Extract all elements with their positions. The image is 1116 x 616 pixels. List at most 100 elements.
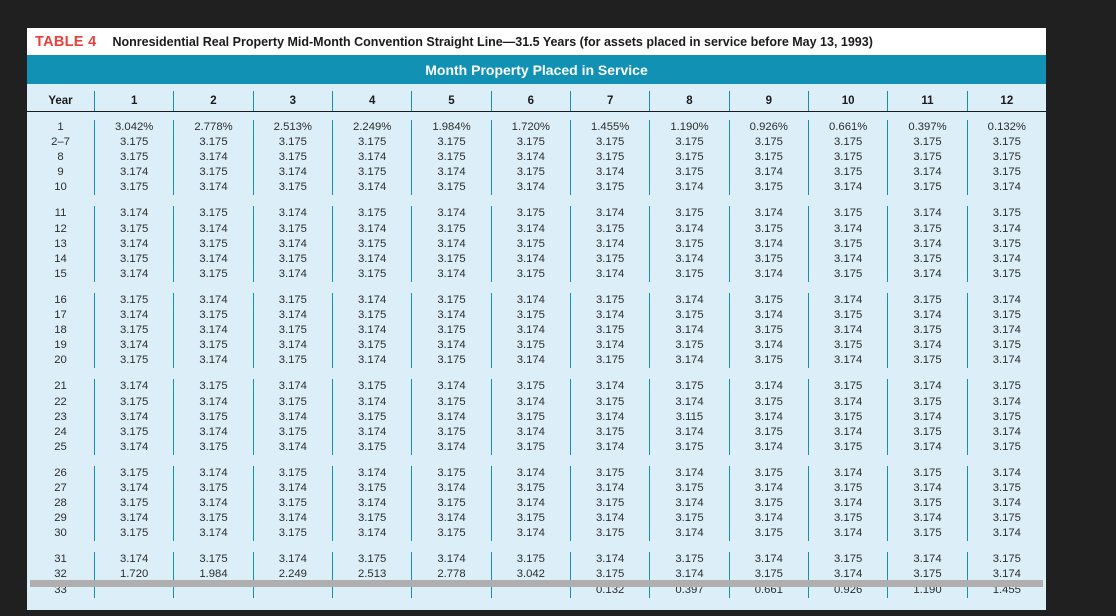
value-cell: 3.174 (728, 165, 808, 181)
value-cell: 3.175 (649, 552, 728, 568)
value-cell: 3.174 (411, 206, 490, 222)
value-cell: 3.174 (649, 424, 728, 440)
value-cell: 3.175 (490, 338, 570, 354)
value-cell: 3.175 (332, 236, 411, 252)
value-cell: 3.175 (728, 353, 808, 369)
value-cell: 3.174 (570, 165, 649, 181)
value-cell: 3.175 (411, 135, 490, 151)
value-cell: 3.175 (966, 379, 1046, 395)
value-cell: 3.174 (332, 251, 411, 267)
month-column-header: 4 (332, 91, 411, 111)
value-cell: 3.174 (173, 251, 252, 267)
value-cell: 3.175 (887, 292, 966, 309)
value-cell: 3.175 (332, 266, 411, 282)
row-group: 11 3.174 3.175 3.174 3.175 3.174 3.175 3.174 3.1… (27, 206, 1046, 282)
value-cell (94, 582, 173, 598)
value-cell: 3.174 (490, 150, 570, 166)
table-label: TABLE 4 (35, 33, 97, 50)
value-cell: 3.175 (966, 511, 1046, 527)
month-column-header: 3 (252, 91, 332, 111)
value-cell: 3.174 (94, 379, 173, 395)
row-group: 16 3.175 3.174 3.175 3.174 3.175 3.174 3.175 3.1… (27, 292, 1046, 369)
value-cell: 3.175 (94, 150, 173, 166)
month-column-header: 11 (887, 91, 966, 111)
year-cell: 26 (54, 466, 67, 479)
table-row: 28 3.175 3.174 3.175 3.174 3.175 3.174 3.175 3.1… (27, 496, 1046, 512)
value-cell: 3.175 (808, 206, 887, 222)
table-row: 16 3.175 3.174 3.175 3.174 3.175 3.174 3.175 3.1… (27, 292, 1046, 309)
value-cell: 3.174 (966, 323, 1046, 339)
value-cell: 3.175 (411, 180, 490, 196)
value-cell: 1.190% (649, 120, 728, 136)
table-row: 31 3.174 3.175 3.174 3.175 3.174 3.175 3.174 3.1… (27, 552, 1046, 568)
value-cell: 3.174 (808, 180, 887, 196)
value-cell: 3.174 (173, 292, 252, 309)
value-cell: 3.175 (252, 353, 332, 369)
year-cell: 23 (54, 410, 67, 423)
table-row: 13 3.174 3.175 3.174 3.175 3.174 3.175 3.174 3.1… (27, 236, 1046, 252)
value-cell (173, 582, 252, 598)
value-cell: 3.174 (332, 465, 411, 481)
value-cell: 0.661% (808, 120, 887, 136)
value-cell: 3.175 (966, 480, 1046, 497)
value-cell: 3.175 (252, 135, 332, 151)
value-cell: 3.174 (887, 439, 966, 455)
value-cell: 3.174 (728, 511, 808, 527)
value-cell: 3.174 (649, 526, 728, 542)
value-cell: 3.175 (252, 465, 332, 481)
value-cell: 3.174 (649, 567, 728, 583)
value-cell: 3.174 (649, 323, 728, 339)
value-cell: 3.175 (649, 135, 728, 151)
value-cell: 3.175 (173, 439, 252, 455)
value-cell: 3.174 (728, 236, 808, 252)
value-cell: 3.175 (808, 236, 887, 252)
value-cell: 3.175 (728, 394, 808, 410)
value-cell: 1.455% (570, 120, 649, 136)
value-cell: 3.175 (94, 180, 173, 196)
value-cell: 3.174 (332, 526, 411, 542)
value-cell: 3.175 (94, 251, 173, 267)
value-cell: 3.174 (332, 292, 411, 309)
value-cell: 3.175 (728, 526, 808, 542)
value-cell: 1.984% (411, 120, 490, 136)
value-cell: 3.175 (808, 379, 887, 395)
value-cell: 3.174 (728, 266, 808, 282)
value-cell: 3.175 (808, 135, 887, 151)
value-cell: 3.175 (490, 236, 570, 252)
value-cell: 3.175 (966, 308, 1046, 324)
value-cell: 3.174 (887, 480, 966, 497)
value-cell: 3.175 (173, 480, 252, 497)
year-cell: 24 (54, 425, 67, 438)
value-cell: 3.175 (966, 135, 1046, 151)
value-cell: 3.174 (808, 424, 887, 440)
value-cell: 3.175 (728, 424, 808, 440)
value-cell: 3.175 (728, 496, 808, 512)
value-cell: 3.175 (649, 511, 728, 527)
value-cell: 3.175 (490, 165, 570, 181)
value-cell: 3.175 (490, 439, 570, 455)
value-cell: 3.175 (570, 221, 649, 237)
value-cell: 3.175 (649, 338, 728, 354)
value-cell: 3.175 (728, 221, 808, 237)
table-row: 30 3.175 3.174 3.175 3.174 3.175 3.174 3.175 3.1… (27, 526, 1046, 542)
value-cell: 3.175 (728, 323, 808, 339)
table-row: 27 3.174 3.175 3.174 3.175 3.174 3.175 3.174 3.1… (27, 480, 1046, 497)
value-cell: 3.174 (808, 251, 887, 267)
value-cell (332, 582, 411, 598)
table-row: 2–7 3.175 3.175 3.175 3.175 3.175 3.175 3.175 3.… (27, 135, 1046, 151)
year-cell: 22 (54, 395, 67, 408)
value-cell: 3.174 (332, 221, 411, 237)
table-row: 12 3.175 3.174 3.175 3.174 3.175 3.174 3.175 3.1… (27, 221, 1046, 237)
value-cell: 3.175 (411, 496, 490, 512)
value-cell: 2.778 (411, 567, 490, 583)
value-cell: 3.174 (808, 323, 887, 339)
value-cell: 3.175 (173, 338, 252, 354)
value-cell: 3.175 (173, 135, 252, 151)
value-cell: 3.175 (887, 150, 966, 166)
value-cell: 3.174 (173, 424, 252, 440)
value-cell: 3.174 (411, 439, 490, 455)
value-cell: 3.174 (728, 206, 808, 222)
month-column-header: 2 (173, 91, 252, 111)
value-cell (490, 582, 570, 598)
value-cell: 3.175 (649, 439, 728, 455)
